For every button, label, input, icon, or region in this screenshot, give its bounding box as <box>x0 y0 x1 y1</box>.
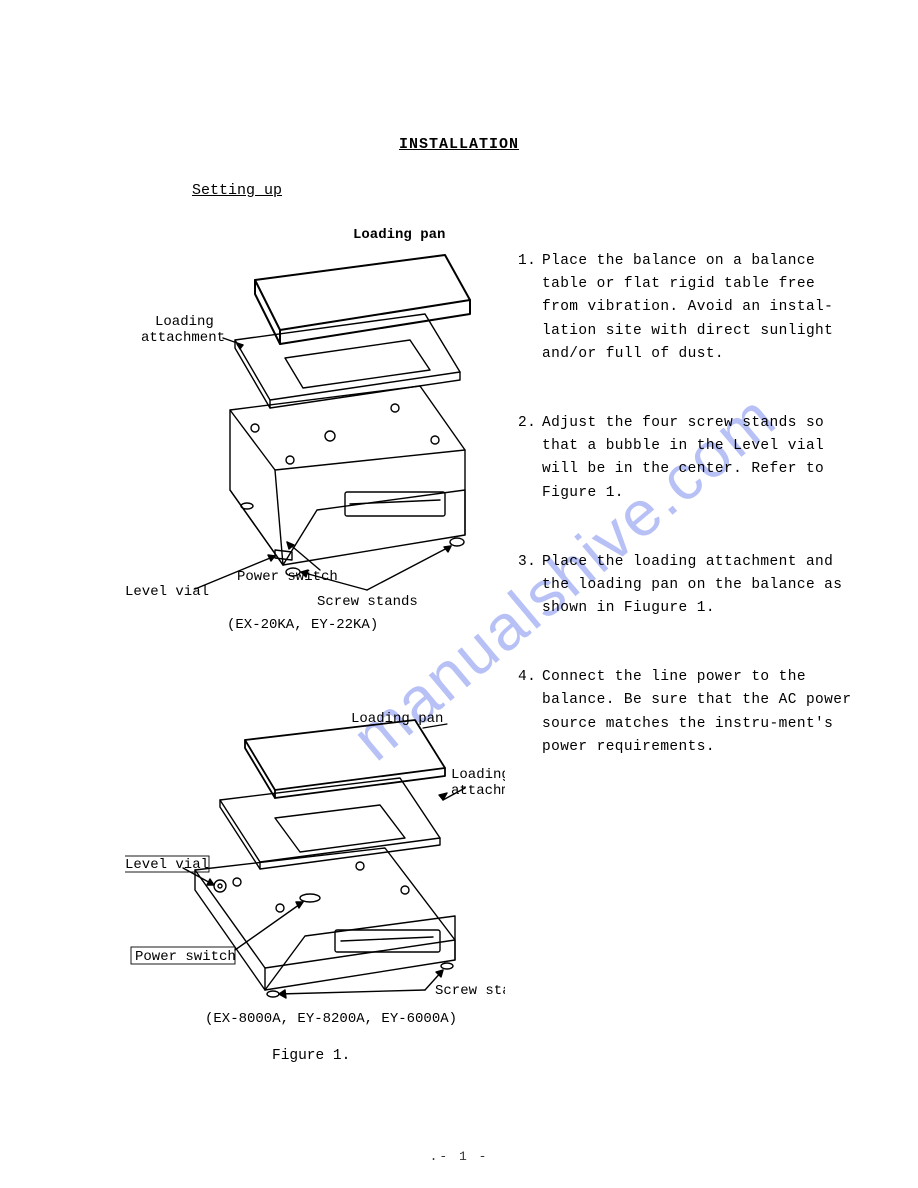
page-title: INSTALLATION <box>0 136 918 153</box>
label-screw-stands-1: Screw stands <box>317 594 418 610</box>
label-power-switch-1: Power switch <box>237 569 338 585</box>
label-loading-attachment-1a: Loading <box>155 314 214 330</box>
label-level-vial-2: Level vial <box>125 857 209 873</box>
page-number: .- 1 - <box>0 1149 918 1164</box>
instruction-list: 1. Place the balance on a balance table … <box>518 250 858 805</box>
step-3: 3. Place the loading attachment and the … <box>518 551 858 621</box>
label-loading-attachment-2b: attachment <box>451 783 505 799</box>
step-2: 2. Adjust the four screw stands so that … <box>518 412 858 505</box>
step-text: Place the loading attachment and the loa… <box>542 551 858 621</box>
label-loading-pan-2: Loading pan <box>351 711 443 727</box>
step-number: 3. <box>518 551 542 621</box>
step-text: Adjust the four screw stands so that a b… <box>542 412 858 505</box>
step-number: 4. <box>518 666 542 759</box>
step-4: 4. Connect the line power to the balance… <box>518 666 858 759</box>
label-loading-attachment-2a: Loading <box>451 767 505 783</box>
label-power-switch-2: Power switch <box>135 949 236 965</box>
figure-1-diagrams: Loading pan Loading attachment Level via… <box>125 220 505 1090</box>
label-model-1: (EX-20KA, EY-22KA) <box>227 617 378 633</box>
step-1: 1. Place the balance on a balance table … <box>518 250 858 366</box>
step-number: 2. <box>518 412 542 505</box>
step-text: Connect the line power to the balance. B… <box>542 666 858 759</box>
label-level-vial-1: Level vial <box>125 584 209 600</box>
subheading: Setting up <box>192 182 282 199</box>
label-model-2: (EX-8000A, EY-8200A, EY-6000A) <box>205 1011 457 1027</box>
step-number: 1. <box>518 250 542 366</box>
label-loading-pan-1: Loading pan <box>353 227 445 243</box>
label-loading-attachment-1b: attachment <box>141 330 225 346</box>
step-text: Place the balance on a balance table or … <box>542 250 858 366</box>
figure-caption: Figure 1. <box>272 1048 350 1064</box>
label-screw-stands-2: Screw stands <box>435 983 505 999</box>
